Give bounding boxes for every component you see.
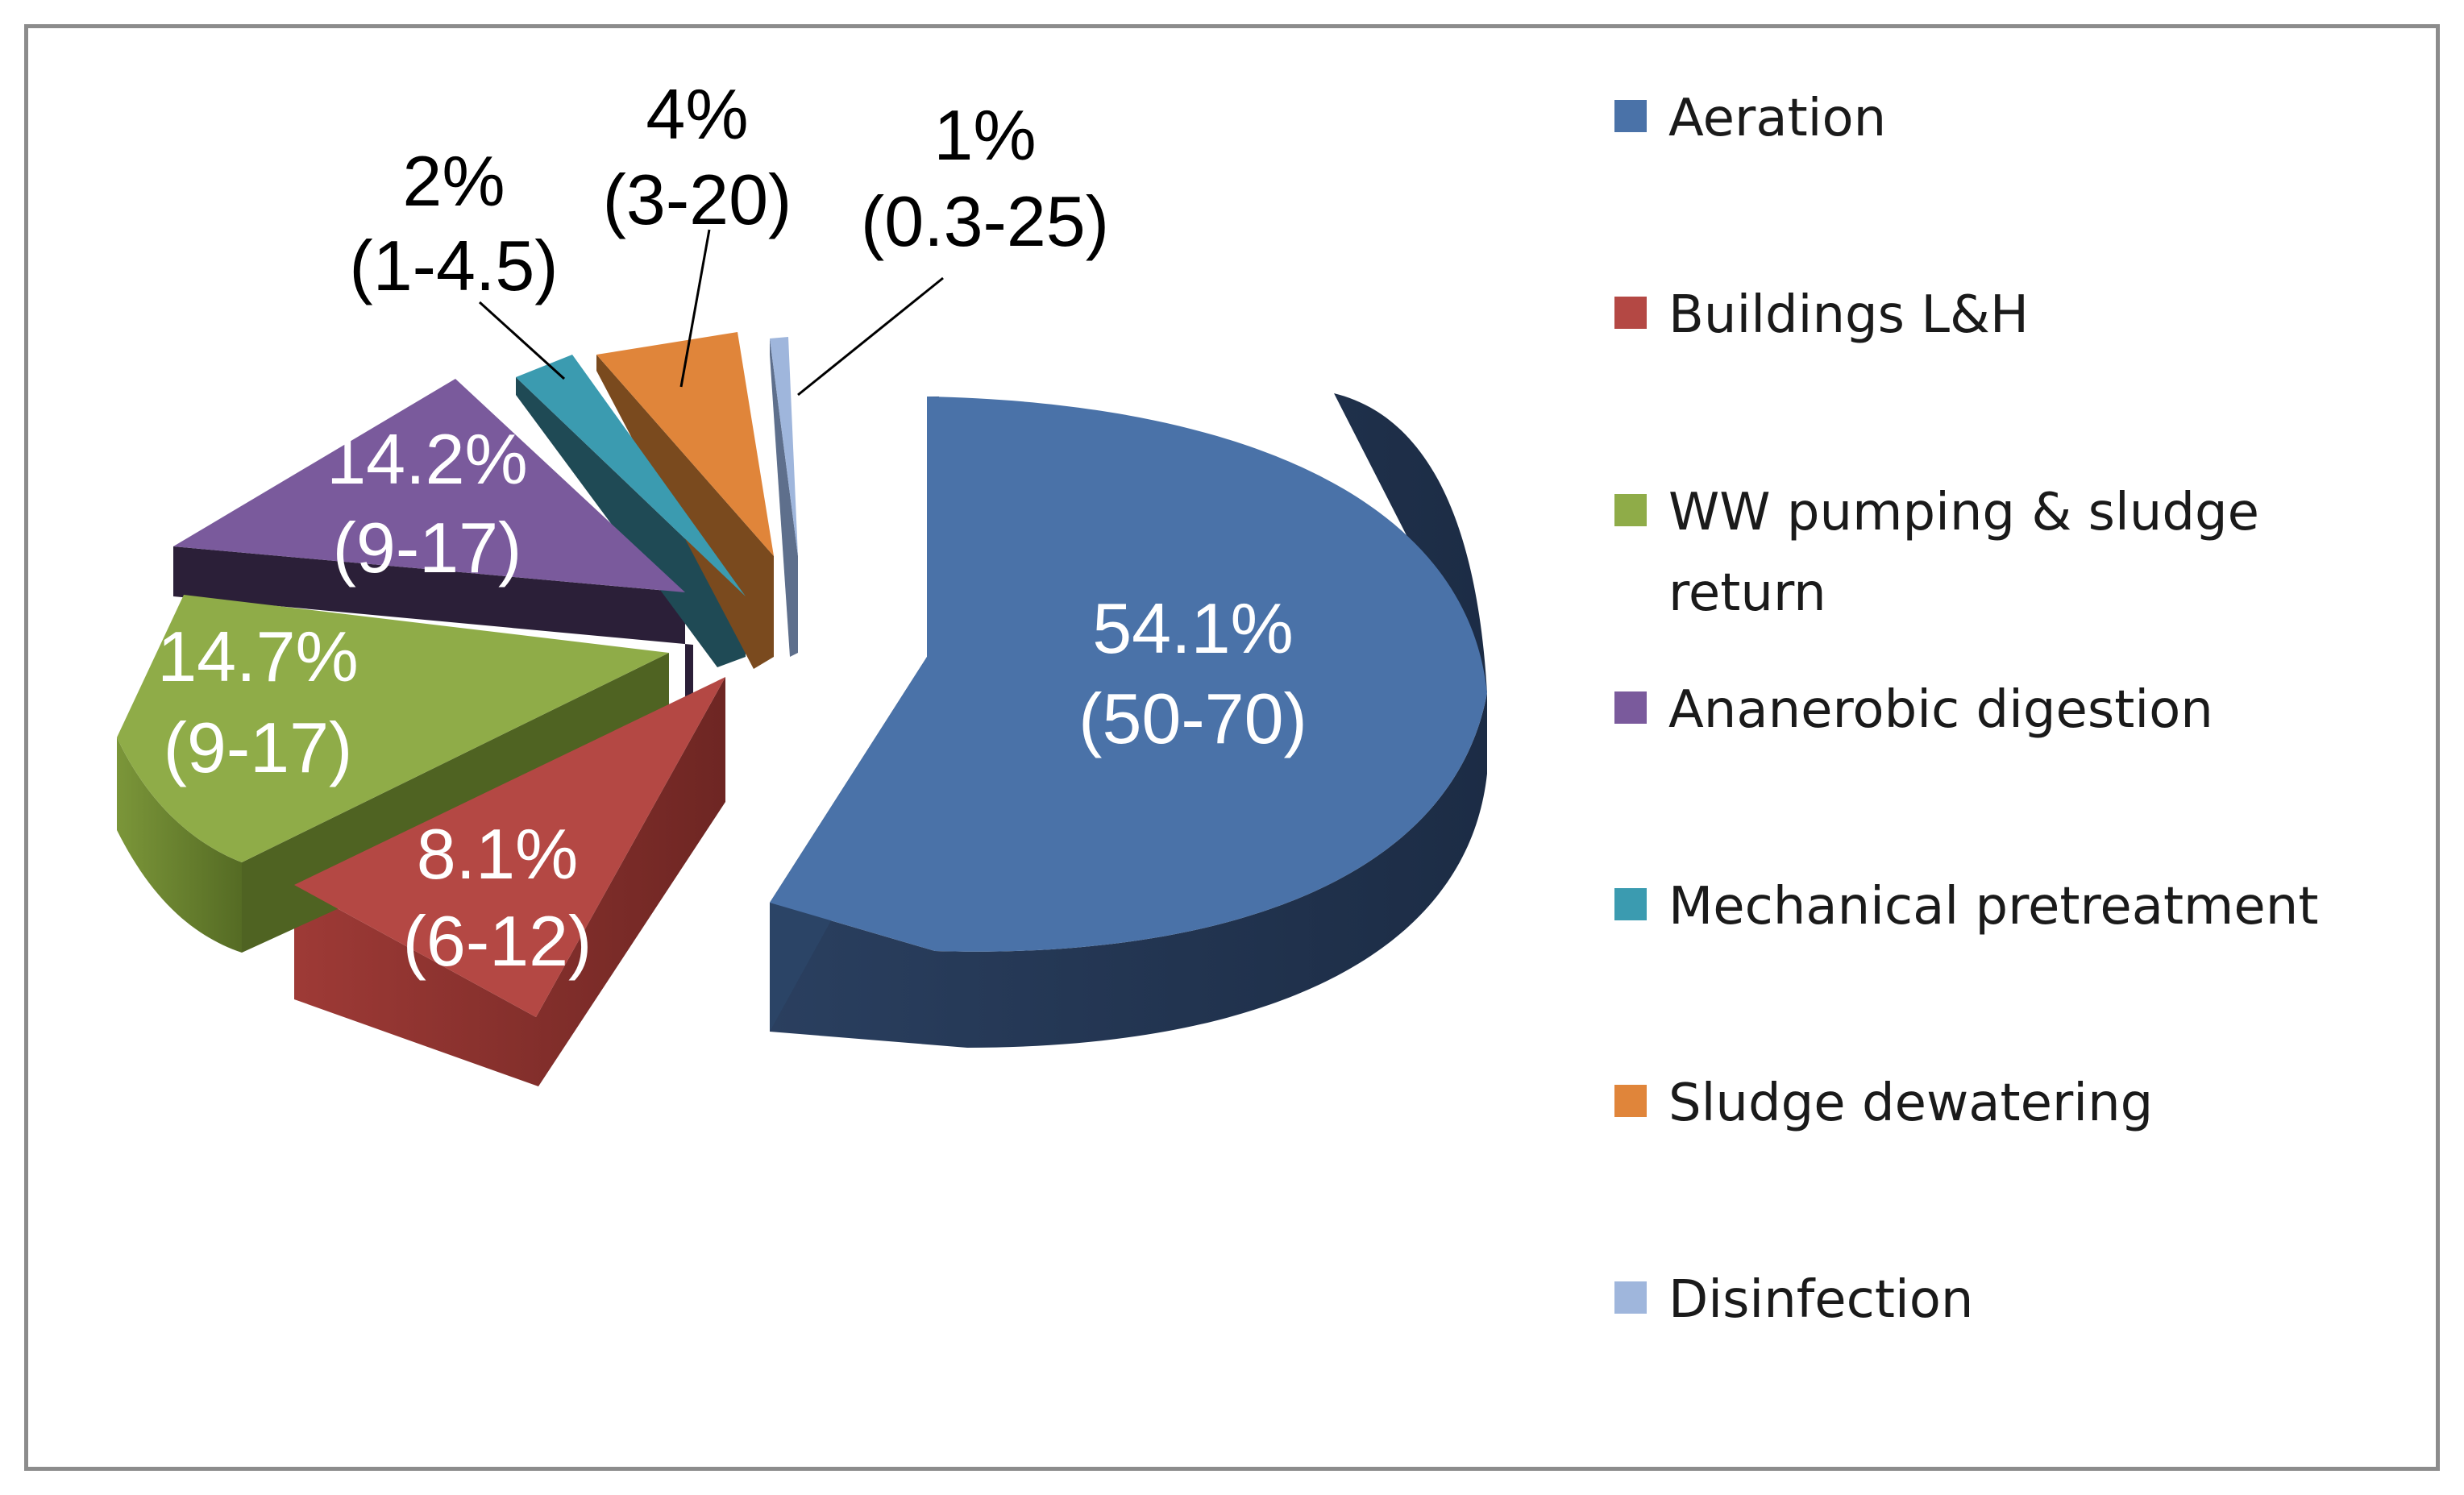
legend-swatch-mechanical bbox=[1614, 888, 1647, 920]
legend-item-disinfection: Disinfection bbox=[1614, 1270, 1973, 1330]
data-label-aeration: 54.1% (50-70) bbox=[1078, 588, 1307, 758]
value-label-anaerobic: 14.2% bbox=[326, 419, 528, 499]
legend-swatch-sludge bbox=[1614, 1085, 1647, 1117]
legend-label-aeration: Aeration bbox=[1668, 89, 1886, 148]
data-label-sludge: 4% (3-20) bbox=[603, 74, 792, 239]
legend-swatch-disinfection bbox=[1614, 1281, 1647, 1314]
range-label-sludge: (3-20) bbox=[603, 160, 792, 239]
legend-item-sludge: Sludge dewatering bbox=[1614, 1073, 2153, 1133]
legend-label-sludge: Sludge dewatering bbox=[1668, 1073, 2153, 1133]
legend-label-buildings: Buildings L&H bbox=[1668, 285, 2029, 345]
slice-side-ww-pumping bbox=[117, 737, 242, 953]
range-label-anaerobic: (9-17) bbox=[333, 508, 522, 588]
legend-label-anaerobic: Ananerobic digestion bbox=[1668, 680, 2213, 740]
legend-item-buildings: Buildings L&H bbox=[1614, 285, 2029, 345]
value-label-aeration: 54.1% bbox=[1092, 588, 1294, 668]
leader-line-mechanical bbox=[478, 301, 566, 380]
legend-swatch-anaerobic bbox=[1614, 691, 1647, 724]
slice-anaerobic[interactable] bbox=[173, 379, 685, 592]
data-label-disinfection: 1% (0.3-25) bbox=[861, 95, 1109, 261]
leader-line-sludge bbox=[679, 229, 711, 388]
legend-item-ww-pumping: WW pumping & sludge return bbox=[1614, 483, 2259, 623]
range-label-aeration: (50-70) bbox=[1078, 679, 1307, 758]
range-label-buildings: (6-12) bbox=[403, 901, 592, 981]
legend-label-ww-pumping: WW pumping & sludge bbox=[1668, 483, 2259, 542]
range-label-ww-pumping: (9-17) bbox=[164, 708, 353, 787]
legend-label-mechanical: Mechanical pretreatment bbox=[1668, 877, 2318, 936]
data-label-anaerobic: 14.2% (9-17) bbox=[326, 419, 528, 588]
value-label-disinfection: 1% bbox=[933, 95, 1036, 175]
leader-line-disinfection bbox=[797, 276, 944, 397]
value-label-mechanical: 2% bbox=[402, 141, 505, 221]
data-label-buildings: 8.1% (6-12) bbox=[403, 814, 592, 981]
range-label-disinfection: (0.3-25) bbox=[861, 181, 1109, 261]
range-label-mechanical: (1-4.5) bbox=[349, 226, 558, 305]
legend: Aeration Buildings L&H WW pumping & slud… bbox=[1614, 89, 2318, 1330]
slice-ww-pumping[interactable] bbox=[117, 595, 669, 862]
legend-item-mechanical: Mechanical pretreatment bbox=[1614, 877, 2318, 936]
legend-swatch-ww-pumping bbox=[1614, 494, 1647, 526]
slice-side-buildings bbox=[294, 677, 725, 1086]
legend-label-ww-pumping-line2: return bbox=[1668, 563, 1826, 623]
data-label-ww-pumping: 14.7% (9-17) bbox=[157, 617, 359, 787]
slice-side-mechanical bbox=[516, 377, 746, 667]
slice-side-aeration bbox=[770, 393, 1487, 1048]
slice-side-disinfection bbox=[770, 338, 798, 657]
slice-buildings[interactable] bbox=[294, 677, 725, 1017]
legend-swatch-buildings bbox=[1614, 297, 1647, 329]
slice-aeration[interactable] bbox=[770, 397, 1487, 952]
slice-sludge[interactable] bbox=[596, 332, 774, 556]
slice-mechanical[interactable] bbox=[516, 355, 746, 596]
legend-item-aeration: Aeration bbox=[1614, 89, 1886, 148]
legend-swatch-aeration bbox=[1614, 100, 1647, 132]
slice-disinfection[interactable] bbox=[770, 337, 798, 556]
data-label-mechanical: 2% (1-4.5) bbox=[349, 141, 558, 305]
slice-side-anaerobic bbox=[173, 546, 693, 701]
value-label-ww-pumping: 14.7% bbox=[157, 617, 359, 696]
value-label-sludge: 4% bbox=[646, 74, 748, 154]
legend-label-disinfection: Disinfection bbox=[1668, 1270, 1973, 1330]
slice-side-sludge bbox=[596, 355, 774, 669]
legend-item-anaerobic: Ananerobic digestion bbox=[1614, 680, 2213, 740]
value-label-buildings: 8.1% bbox=[417, 814, 579, 894]
